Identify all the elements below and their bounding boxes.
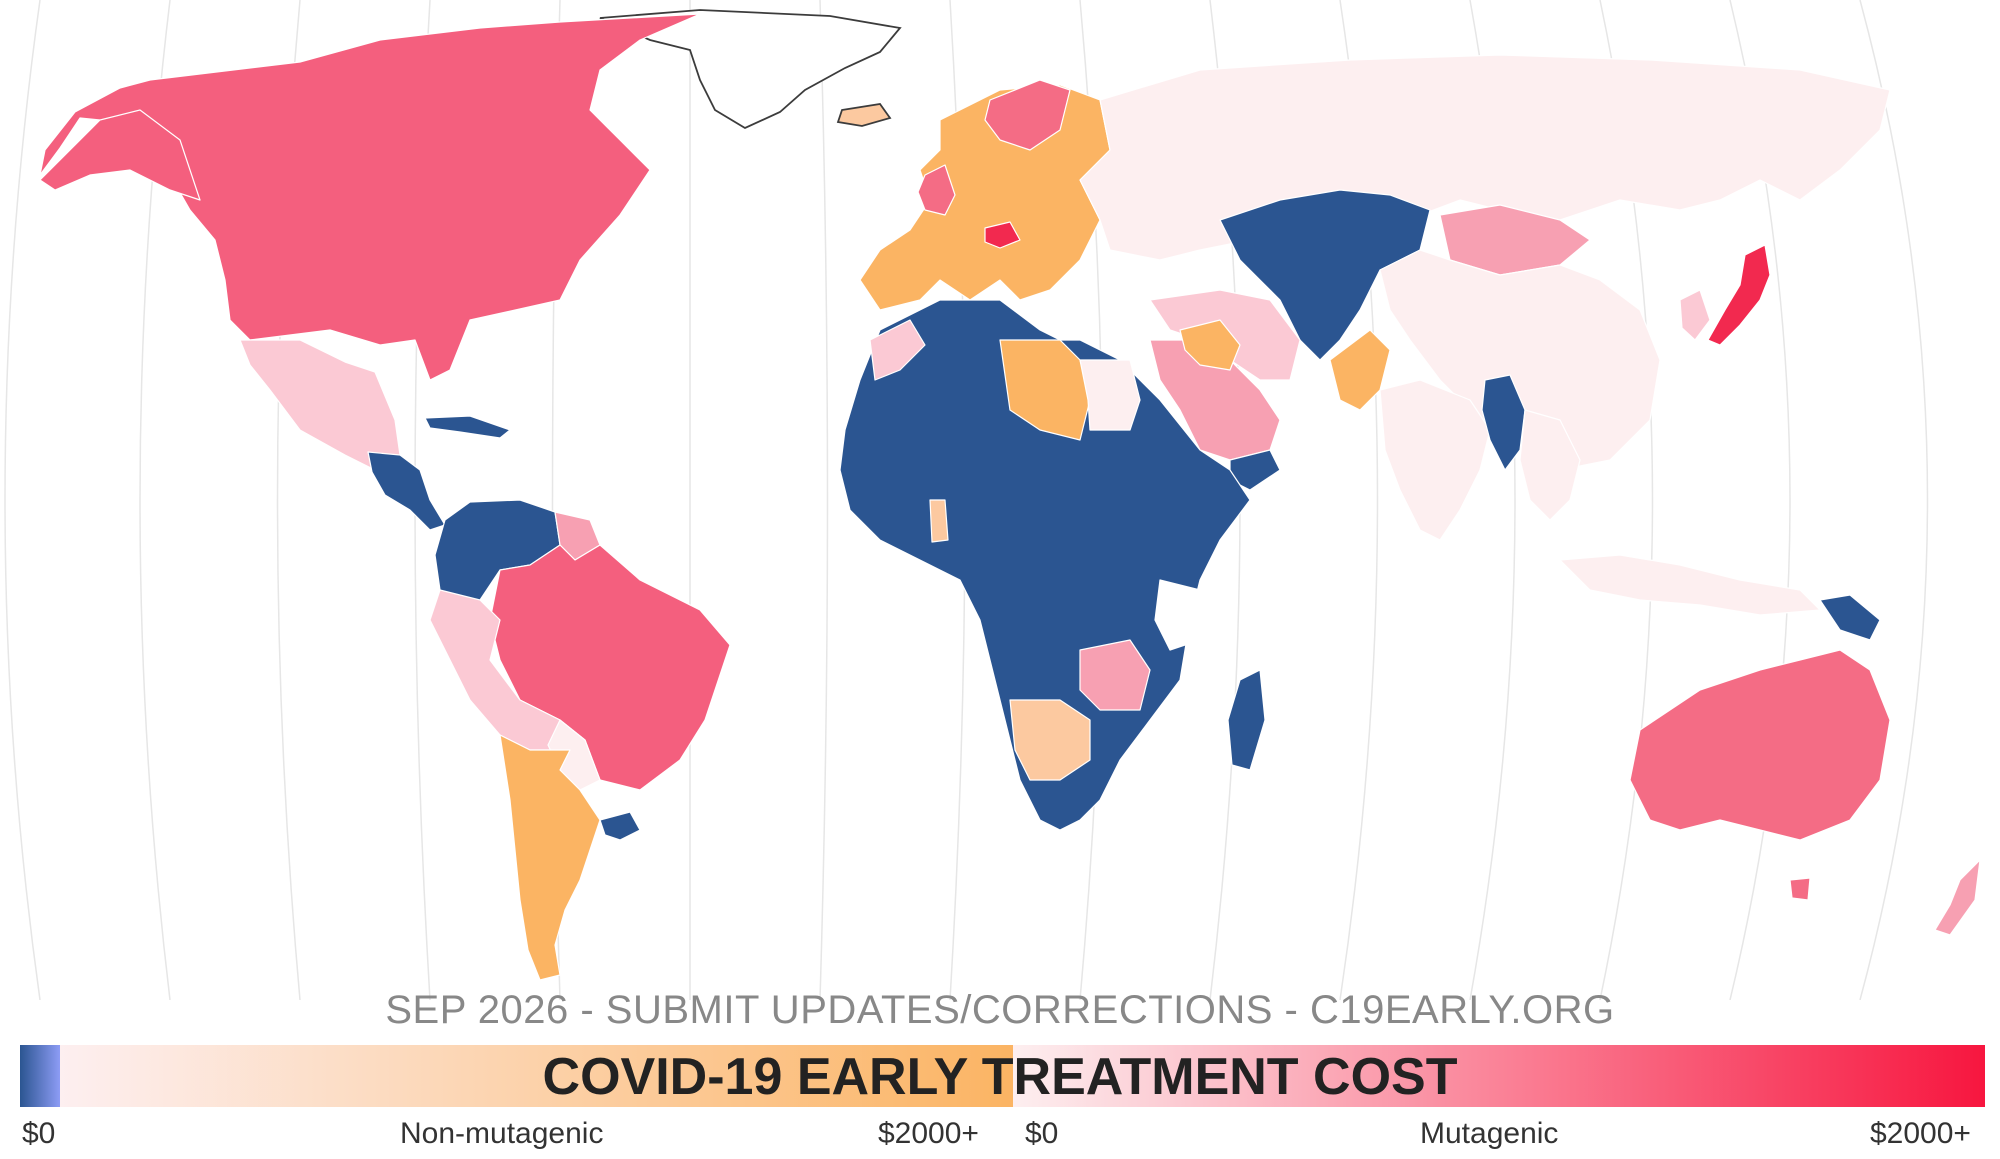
region-southeast-asia xyxy=(1519,409,1581,521)
region-uruguay xyxy=(599,811,641,841)
legend-left-min: $0 xyxy=(22,1117,56,1150)
region-namibia-botswana xyxy=(1009,699,1091,781)
region-ghana xyxy=(929,499,949,543)
region-argentina xyxy=(499,734,601,981)
legend-left-label: Non-mutagenic xyxy=(400,1117,604,1150)
region-brazil xyxy=(489,544,731,791)
region-scandinavia xyxy=(984,79,1071,151)
legend-right-label: Mutagenic xyxy=(1420,1117,1559,1150)
legend-right-max: $2000+ xyxy=(1870,1117,1971,1150)
region-new-zealand xyxy=(1934,859,1981,936)
region-madagascar xyxy=(1227,669,1266,771)
legend-navy-segment xyxy=(20,1045,60,1107)
region-china xyxy=(1379,249,1661,471)
region-indonesia xyxy=(1559,554,1821,616)
region-uk xyxy=(917,164,956,216)
region-africa xyxy=(839,299,1251,831)
region-central-asia xyxy=(1219,189,1431,361)
region-central-america xyxy=(367,451,446,531)
legend-right-min: $0 xyxy=(1025,1117,1059,1150)
world-map xyxy=(4,0,1981,1000)
legend-title: COVID-19 EARLY TREATMENT COST xyxy=(542,1048,1458,1106)
region-myanmar xyxy=(1481,374,1526,471)
greenland-shape xyxy=(599,9,902,130)
region-papua-new-guinea xyxy=(1819,594,1881,641)
region-caribbean xyxy=(424,415,511,439)
region-north-america xyxy=(39,13,701,381)
region-switzerland xyxy=(984,221,1021,249)
footer-note[interactable]: SEP 2026 - SUBMIT UPDATES/CORRECTIONS - … xyxy=(385,988,1615,1032)
legend-non-mutagenic-segment xyxy=(60,1045,1013,1107)
region-mexico xyxy=(239,339,401,471)
region-tasmania xyxy=(1789,877,1811,901)
legend-left-max: $2000+ xyxy=(878,1117,979,1150)
region-libya xyxy=(999,339,1091,441)
region-egypt xyxy=(1079,359,1141,431)
region-zambia-zimbabwe xyxy=(1079,639,1151,711)
iceland-shape xyxy=(836,103,892,127)
region-japan xyxy=(1707,244,1771,346)
region-iraq xyxy=(1179,319,1241,371)
region-korea xyxy=(1679,289,1711,341)
region-east-africa-white xyxy=(1154,579,1201,651)
region-morocco xyxy=(869,319,926,381)
region-australia xyxy=(1629,649,1891,841)
legend-color-bar xyxy=(20,1045,1985,1107)
legend-mutagenic-segment xyxy=(1013,1045,1985,1107)
region-alaska xyxy=(39,109,201,201)
region-india xyxy=(1379,379,1491,541)
